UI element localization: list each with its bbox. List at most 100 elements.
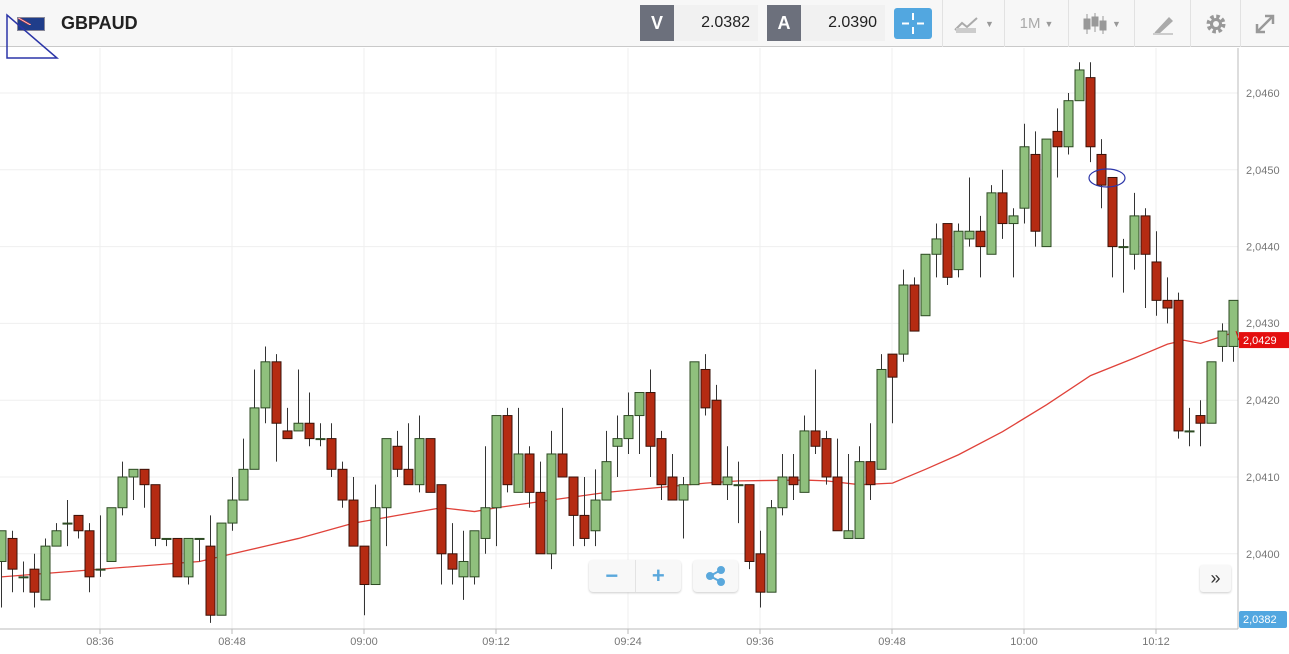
candle-up[interactable] <box>381 438 392 547</box>
candle-up[interactable] <box>458 530 469 600</box>
candle-up[interactable] <box>194 537 205 562</box>
candle-up[interactable] <box>469 530 480 585</box>
candle-down[interactable] <box>942 223 953 285</box>
buy-button[interactable]: A <box>767 5 801 41</box>
candle-up[interactable] <box>51 523 62 547</box>
candle-down[interactable] <box>568 476 579 547</box>
candle-up[interactable] <box>876 354 887 470</box>
candle-up[interactable] <box>733 461 744 524</box>
candle-up[interactable] <box>18 561 29 593</box>
candle-up[interactable] <box>95 515 106 577</box>
candle-up[interactable] <box>1118 238 1129 293</box>
candle-down[interactable] <box>403 423 414 486</box>
candle-up[interactable] <box>678 477 689 539</box>
candle-down[interactable] <box>172 537 183 578</box>
candle-down[interactable] <box>1140 208 1151 309</box>
candle-up[interactable] <box>1074 62 1085 102</box>
candle-up[interactable] <box>612 415 623 477</box>
drawing-tool-button[interactable] <box>1134 0 1190 47</box>
candle-down[interactable] <box>1096 139 1107 209</box>
candle-down[interactable] <box>359 545 370 616</box>
candle-down[interactable] <box>436 484 447 585</box>
candle-up[interactable] <box>799 415 810 493</box>
candle-down[interactable] <box>1052 108 1063 178</box>
candle-up[interactable] <box>931 223 942 278</box>
candle-down[interactable] <box>997 169 1008 239</box>
candle-up[interactable] <box>854 446 865 539</box>
candle-up[interactable] <box>238 438 249 501</box>
candle-down[interactable] <box>656 430 667 501</box>
candle-up[interactable] <box>634 392 645 454</box>
timeframe-dropdown[interactable]: 1M ▼ <box>1004 0 1068 47</box>
candle-up[interactable] <box>106 507 117 562</box>
candle-down[interactable] <box>1195 400 1206 447</box>
candle-down[interactable] <box>502 407 513 493</box>
zoom-in-button[interactable]: + <box>651 563 665 588</box>
candle-up[interactable] <box>898 269 909 362</box>
candle-down[interactable] <box>348 477 359 547</box>
candle-down[interactable] <box>557 407 568 478</box>
candle-up[interactable] <box>546 430 557 570</box>
candle-down[interactable] <box>700 354 711 416</box>
candle-up[interactable] <box>1063 93 1074 155</box>
candle-down[interactable] <box>425 438 436 493</box>
candle-down[interactable] <box>909 277 920 332</box>
candle-down[interactable] <box>975 215 986 278</box>
candle-up[interactable] <box>315 423 326 447</box>
candle-up[interactable] <box>128 468 139 501</box>
candle-down[interactable] <box>645 369 656 477</box>
candle-up[interactable] <box>590 469 601 547</box>
candle-up[interactable] <box>216 522 227 616</box>
candle-up[interactable] <box>491 415 502 547</box>
sell-button[interactable]: V <box>640 5 674 41</box>
candle-up[interactable] <box>623 392 634 454</box>
candle-down[interactable] <box>84 523 95 593</box>
candle-up[interactable] <box>1228 299 1239 362</box>
candle-up[interactable] <box>920 253 931 317</box>
candle-down[interactable] <box>73 514 84 539</box>
candle-down[interactable] <box>744 484 755 570</box>
candle-up[interactable] <box>480 446 491 554</box>
candle-down[interactable] <box>821 430 832 485</box>
candle-down[interactable] <box>711 384 722 486</box>
candle-down[interactable] <box>337 461 348 508</box>
candle-up[interactable] <box>183 537 194 585</box>
candle-up[interactable] <box>117 461 128 516</box>
candle-down[interactable] <box>150 484 161 547</box>
candle-down[interactable] <box>392 430 403 477</box>
candle-up[interactable] <box>777 453 788 516</box>
candle-down[interactable] <box>282 407 293 440</box>
candle-up[interactable] <box>1206 361 1217 424</box>
candle-up[interactable] <box>722 446 733 501</box>
candle-up[interactable] <box>1184 407 1195 447</box>
candle-down[interactable] <box>29 553 40 608</box>
candle-down[interactable] <box>755 530 766 608</box>
candle-down[interactable] <box>1085 62 1096 163</box>
candle-style-button[interactable]: ▼ <box>1068 0 1134 47</box>
candle-down[interactable] <box>1030 131 1041 247</box>
candle-down[interactable] <box>810 369 821 454</box>
candle-down[interactable] <box>1107 176 1118 278</box>
candle-up[interactable] <box>0 530 7 608</box>
candle-up[interactable] <box>986 185 997 255</box>
candle-down[interactable] <box>887 353 898 424</box>
buy-price[interactable]: 2.0390 <box>801 5 885 41</box>
candle-up[interactable] <box>689 361 700 486</box>
share-button[interactable] <box>693 560 738 592</box>
candle-down[interactable] <box>205 515 216 623</box>
candle-up[interactable] <box>249 369 260 470</box>
candle-up[interactable] <box>260 346 271 424</box>
candle-up[interactable] <box>953 223 964 278</box>
zoom-out-button[interactable]: − <box>589 560 636 592</box>
candle-up[interactable] <box>62 500 73 547</box>
candle-up[interactable] <box>370 484 381 586</box>
crosshair-button[interactable] <box>894 8 932 39</box>
candle-up[interactable] <box>414 415 425 493</box>
chart-type-button[interactable]: ▼ <box>942 0 1004 47</box>
fullscreen-button[interactable] <box>1240 0 1289 47</box>
candle-down[interactable] <box>326 423 337 477</box>
candle-down[interactable] <box>1162 277 1173 324</box>
candle-up[interactable] <box>40 538 51 601</box>
candle-up[interactable] <box>601 430 612 501</box>
candle-down[interactable] <box>447 523 458 585</box>
